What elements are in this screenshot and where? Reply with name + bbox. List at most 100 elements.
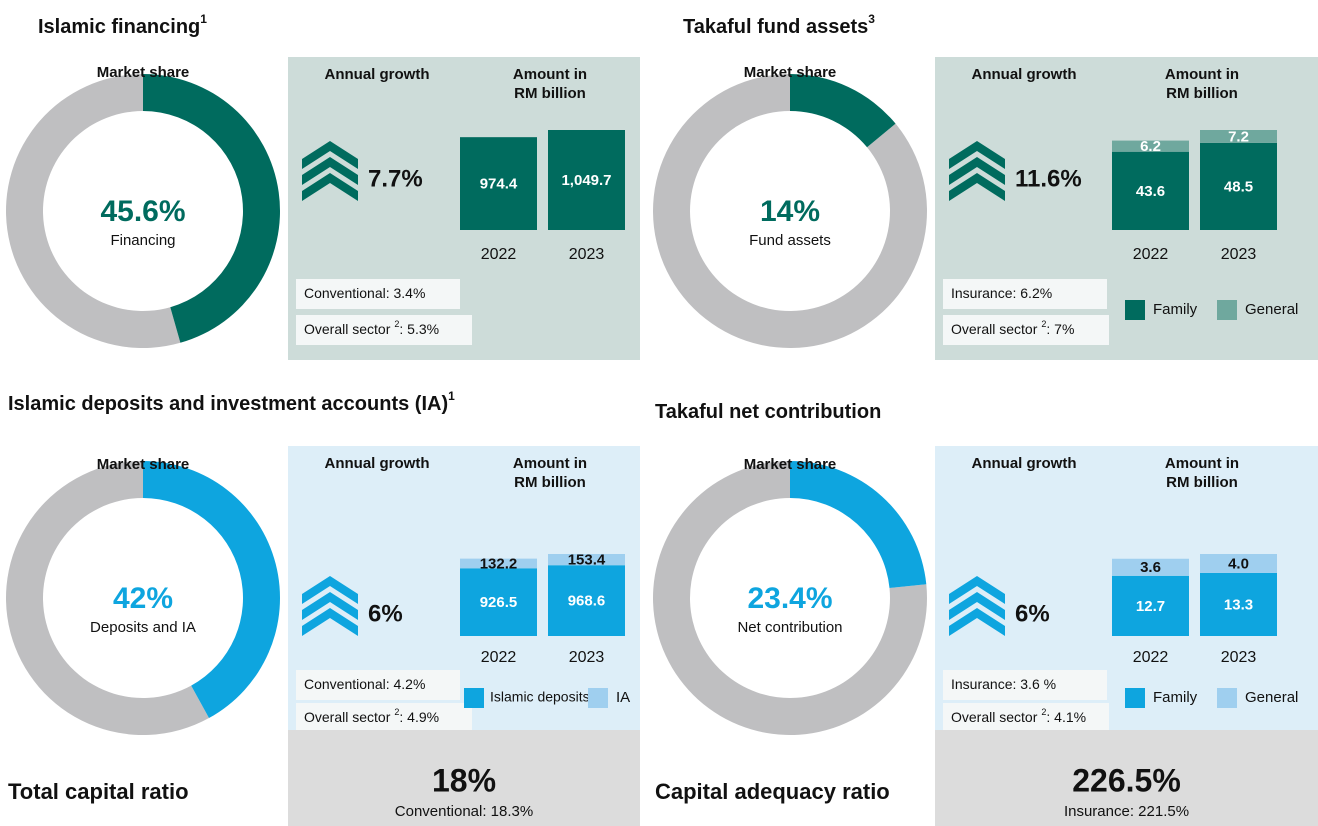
donut-rest [5,461,210,736]
note-sup: 2 [394,707,399,717]
note-sup: 2 [1041,707,1046,717]
growth-title: Annual growth [325,66,430,83]
bar-segment [1112,140,1189,152]
note-text: Overall sector [951,709,1038,725]
growth-value: 6% [368,600,403,627]
ratio-note: Insurance: 221.5% [1064,803,1189,820]
legend-swatch [1125,300,1145,320]
note-box [296,315,472,345]
legend-label: Islamic deposits [490,689,590,705]
amount-title: RM billion [1166,474,1238,491]
growth-value: 11.6% [1015,165,1082,192]
note-text: Overall sector [304,709,391,725]
note-box [943,670,1107,700]
ratio-value: 18% [432,762,496,798]
share-caption: Deposits and IA [90,619,196,636]
x-tick-label: 2023 [569,649,605,666]
amount-title: RM billion [514,474,586,491]
bar-segment [548,554,625,566]
bar-label: 3.6 [1140,559,1161,576]
legend-swatch [1217,688,1237,708]
note-sup: 2 [394,319,399,329]
donut-share [143,74,280,343]
legend-swatch [1125,688,1145,708]
note-rest: : 4.1% [1046,709,1086,725]
chevron [302,157,358,185]
legend-label: IA [616,689,630,706]
panel-title: Islamic deposits and investment accounts… [8,389,455,415]
amount-title: Amount in [1165,66,1239,83]
x-tick-label: 2022 [1133,246,1169,263]
growth-title: Annual growth [325,455,430,472]
chevron [949,608,1005,636]
bar-label: 12.7 [1136,598,1165,615]
share-caption: Net contribution [737,619,842,636]
x-tick-label: 2023 [1221,649,1257,666]
bar-segment [1112,575,1189,636]
legend-swatch [464,688,484,708]
chevron [302,592,358,620]
note: Overall sector 2: 7% [951,319,1074,336]
note: Overall sector 2: 4.1% [951,707,1086,724]
share-caption: Fund assets [749,232,831,249]
bar-segment [460,558,537,569]
note-text: Conventional: 3.4% [304,285,425,301]
legend-label: General [1245,689,1298,706]
bar-segment [1112,558,1189,576]
legend-label: Family [1153,301,1198,318]
amount-title: Amount in [1165,455,1239,472]
bar-segment [1200,572,1277,636]
chevron [949,173,1005,201]
donut-share [790,74,896,148]
growth-title: Annual growth [972,455,1077,472]
bar-label: 48.5 [1224,178,1253,195]
note-text: Insurance: 3.6 % [951,676,1056,692]
panel-title: Takaful fund assets3 [683,12,875,38]
share-title: Market share [97,456,190,473]
note-box [943,703,1109,733]
note-box [943,315,1109,345]
title-sup: 1 [200,12,207,26]
title-sup: 1 [448,389,455,403]
chevron [302,173,358,201]
bar-segment [460,568,537,636]
share-value: 14% [760,195,820,228]
x-tick-label: 2022 [481,246,517,263]
amount-title: RM billion [514,85,586,102]
bar-label: 13.3 [1224,596,1253,613]
share-value: 42% [113,582,173,615]
bar-label: 974.4 [480,176,518,193]
bar-segment [1200,554,1277,573]
title-text: Takaful net contribution [655,401,881,423]
bar-segment [1112,151,1189,230]
note: Conventional: 4.2% [304,676,425,692]
title-text: Takaful fund assets [683,16,868,38]
ratio-box [288,730,640,826]
bar-label: 1,049.7 [561,172,611,189]
growth-title: Annual growth [972,66,1077,83]
bar-label: 968.6 [568,593,606,610]
note-text: Insurance: 6.2% [951,285,1052,301]
note-rest: : 5.3% [399,321,439,337]
note-sup: 2 [1041,319,1046,329]
donut-share [790,461,927,588]
x-tick-label: 2022 [1133,649,1169,666]
amount-title: Amount in [513,66,587,83]
donut-share [143,461,280,719]
note: Insurance: 6.2% [951,285,1052,301]
share-value: 23.4% [747,582,832,615]
bar-segment [548,130,625,230]
note-box [296,703,472,733]
ratio-label: Total capital ratio [8,779,189,804]
bar-label: 132.2 [480,555,518,572]
legend-swatch [588,688,608,708]
amount-title: Amount in [513,455,587,472]
bar-label: 6.2 [1140,138,1161,155]
panel-title: Islamic financing1 [38,12,207,38]
chevron [949,157,1005,185]
x-tick-label: 2023 [1221,246,1257,263]
ratio-value: 226.5% [1072,762,1181,798]
bar-segment [1200,142,1277,230]
growth-value: 6% [1015,600,1050,627]
